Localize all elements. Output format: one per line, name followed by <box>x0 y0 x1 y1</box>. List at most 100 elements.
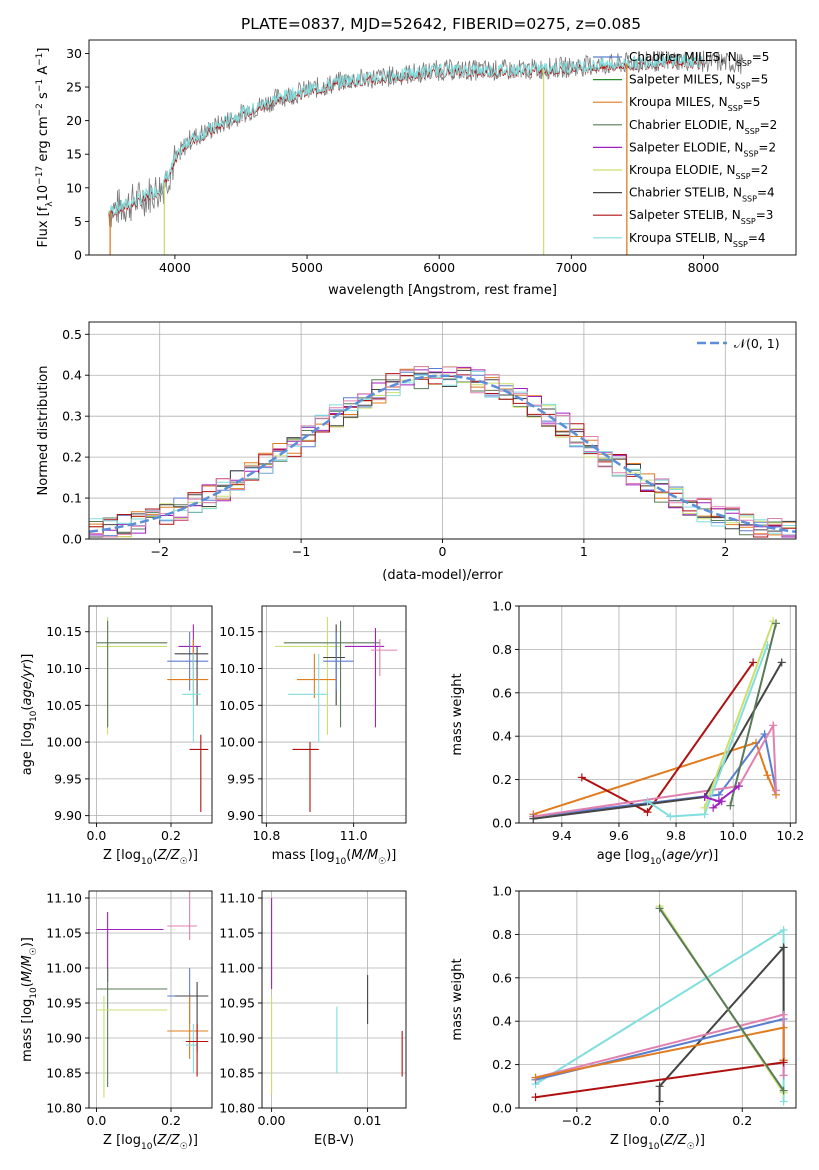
y-tick-label: 10 <box>66 180 82 195</box>
x-tick-label: 10.0 <box>719 828 747 843</box>
residual-histogram <box>89 366 796 538</box>
x-tick-label: 11.0 <box>340 828 368 843</box>
model-spectrum-line <box>108 53 704 216</box>
legend-entry: Salpeter STELIB, NSSP=3 <box>629 208 773 226</box>
y-tick-label: 10.00 <box>46 735 82 750</box>
y-tick-label: 10.90 <box>46 1031 82 1046</box>
y-tick-label: 0.0 <box>492 816 512 831</box>
y-tick-label: 9.90 <box>227 808 255 823</box>
y-tick-label: 30 <box>66 46 82 61</box>
plot-frame <box>88 890 213 1109</box>
legend-entry: Kroupa STELIB, NSSP=4 <box>629 231 766 249</box>
legend-entry-normal: 𝒩(0, 1) <box>734 336 780 351</box>
legend-entry: Kroupa ELODIE, NSSP=2 <box>629 163 768 181</box>
x-tick-label: 0.2 <box>732 1113 752 1128</box>
x-tick-label: 8000 <box>688 260 720 275</box>
y-tick-label: 0.1 <box>62 491 82 506</box>
weight-line <box>535 1061 784 1099</box>
weight-line <box>729 623 777 806</box>
x-tick-label: 0.00 <box>258 1113 286 1128</box>
weight-line <box>703 620 775 809</box>
legend-entry: Chabrier ELODIE, NSSP=2 <box>629 118 777 136</box>
plot-frame <box>261 890 407 1109</box>
normal-curve <box>88 374 797 534</box>
y-tick-label: 11.10 <box>46 891 82 906</box>
y-axis-label: mass weight <box>450 673 465 755</box>
y-axis-label: mass weight <box>450 958 465 1040</box>
y-tick-label: 0 <box>74 248 82 263</box>
weight-line <box>533 731 777 818</box>
plot-frame <box>518 890 797 1109</box>
x-tick-label: 0.0 <box>87 828 107 843</box>
legend-entry: Chabrier MILES, NSSP=5 <box>629 50 769 68</box>
y-tick-label: 25 <box>66 80 82 95</box>
y-tick-label: 10.05 <box>46 698 82 713</box>
y-tick-label: 0.2 <box>492 1057 512 1072</box>
y-tick-label: 11.00 <box>219 961 255 976</box>
y-tick-label: 0.8 <box>492 927 512 942</box>
y-tick-label: 10.05 <box>219 698 255 713</box>
x-axis-label: Z [log10(Z/Z☉)] <box>610 1133 705 1152</box>
x-tick-label: 0.0 <box>87 1113 107 1128</box>
weight-line <box>658 907 785 1092</box>
legend-entry: Kroupa MILES, NSSP=5 <box>629 95 760 113</box>
y-tick-label: 10.00 <box>219 735 255 750</box>
weight-line <box>532 741 777 816</box>
y-tick-label: 10.80 <box>219 1101 255 1116</box>
y-tick-label: 0.5 <box>62 327 82 342</box>
x-tick-label: 2 <box>721 544 729 559</box>
y-tick-label: 0.2 <box>62 450 82 465</box>
y-tick-label: 10.80 <box>46 1101 82 1116</box>
y-tick-label: 20 <box>66 113 82 128</box>
x-axis-label: mass [log10(M/M☉)] <box>272 848 397 867</box>
x-tick-label: 0.2 <box>161 1113 181 1128</box>
figure-title: PLATE=0837, MJD=52642, FIBERID=0275, z=0… <box>241 15 641 33</box>
y-tick-label: 0.3 <box>62 409 82 424</box>
y-tick-label: 0.6 <box>492 970 512 985</box>
x-tick-label: −1 <box>292 544 310 559</box>
y-tick-label: 1.0 <box>492 599 512 614</box>
x-tick-label: 0.01 <box>354 1113 382 1128</box>
y-tick-label: 0.4 <box>62 368 82 383</box>
y-tick-label: 10.10 <box>219 661 255 676</box>
weight-line <box>658 944 785 1102</box>
x-axis-label: age [log10(age/yr)] <box>597 848 719 867</box>
y-tick-label: 11.05 <box>219 926 255 941</box>
plot-frame <box>88 605 213 824</box>
x-tick-label: 1 <box>580 544 588 559</box>
y-axis-label: mass [log10(M/M☉)] <box>20 937 39 1062</box>
y-axis-label: Normed distribution <box>36 366 51 496</box>
y-tick-label: 9.95 <box>227 771 255 786</box>
y-tick-label: 9.90 <box>54 808 82 823</box>
y-tick-label: 10.90 <box>219 1031 255 1046</box>
y-axis-label: Flux [fλ10−17 erg cm−2 s−1 A−1] <box>35 48 55 248</box>
plot-frame <box>518 605 797 824</box>
x-axis-label: Z [log10(Z/Z☉)] <box>103 1133 198 1152</box>
weight-line <box>712 800 723 809</box>
x-tick-label: 0.2 <box>161 828 181 843</box>
y-tick-label: 0.4 <box>492 729 512 744</box>
y-tick-label: 10.85 <box>219 1066 255 1081</box>
weight-line <box>533 661 783 820</box>
y-tick-label: 0.6 <box>492 685 512 700</box>
x-tick-label: −2 <box>150 544 168 559</box>
y-tick-label: 0.0 <box>492 1101 512 1116</box>
y-tick-label: 9.95 <box>54 771 82 786</box>
y-tick-label: 10.95 <box>46 996 82 1011</box>
y-tick-label: 10.15 <box>219 624 255 639</box>
x-tick-label: 0 <box>439 544 447 559</box>
weight-line <box>646 644 769 818</box>
y-tick-label: 1.0 <box>492 884 512 899</box>
x-tick-label: 4000 <box>159 260 191 275</box>
y-tick-label: 5 <box>74 214 82 229</box>
legend-entry: Chabrier STELIB, NSSP=4 <box>629 186 775 204</box>
y-tick-label: 15 <box>66 147 82 162</box>
legend-entry: Salpeter MILES, NSSP=5 <box>629 73 768 91</box>
y-tick-label: 10.15 <box>46 624 82 639</box>
x-tick-label: 6000 <box>423 260 455 275</box>
x-axis-label: (data-model)/error <box>382 568 503 583</box>
legend-entry: Salpeter ELODIE, NSSP=2 <box>629 140 776 158</box>
weight-line <box>533 721 777 818</box>
residual-histogram <box>89 371 796 534</box>
